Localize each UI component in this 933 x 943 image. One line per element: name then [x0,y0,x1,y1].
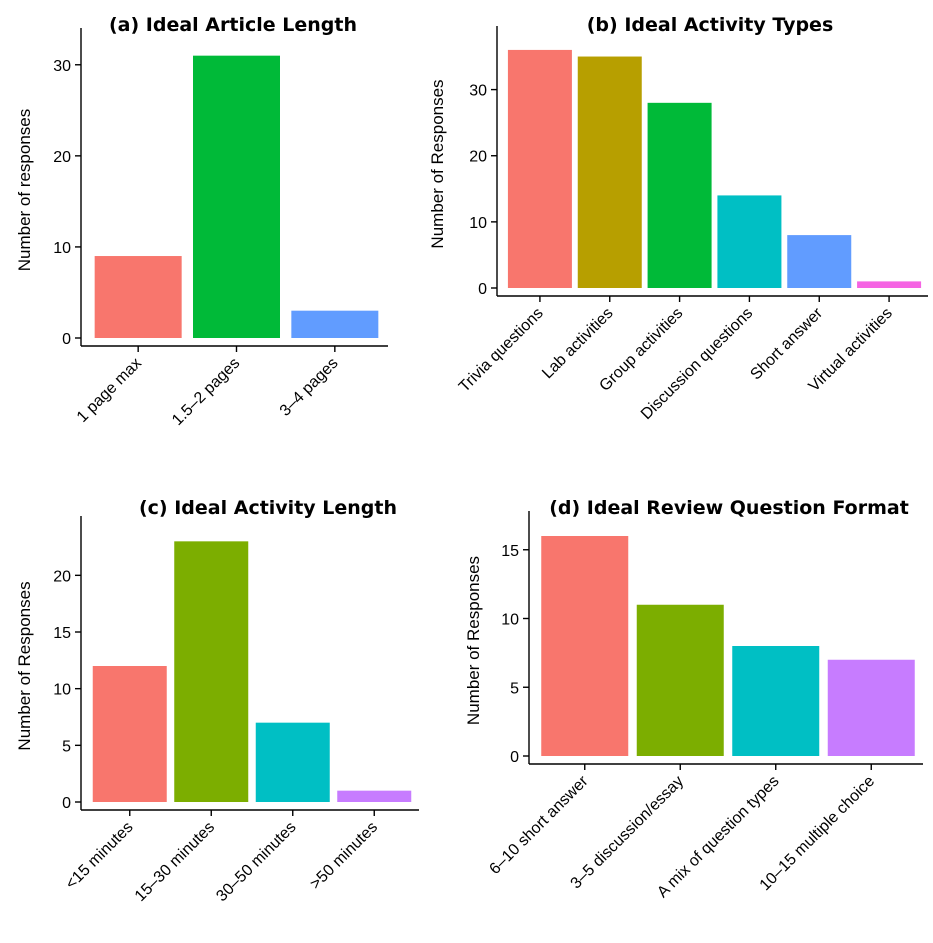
panel-b-bar-virtual-activities [857,281,922,288]
panel-c-title: (c) Ideal Activity Length [139,497,397,519]
panel-d-y-tick-label-10: 10 [501,612,519,629]
panel-d-bar-10-15-multiple-choice [827,659,915,756]
panel-a-x-tick-label-1-page-max: 1 page max [74,355,145,426]
panel-c-bar-15-30-minutes [174,541,249,802]
panel-c-y-tick-label-15: 15 [53,625,71,642]
panel-c-y-tick-label-20: 20 [53,568,71,585]
panel-b-y-tick-label-10: 10 [469,215,487,232]
panel-d-y-tick-label-0: 0 [510,749,519,766]
panel-b-y-axis-title: Number of Responses [428,79,447,248]
panel-c-x-tick-label-15-30-minutes: 15–30 minutes [132,819,218,905]
panel-c-x-tick-label-lt-15-minutes: <15 minutes [63,819,137,893]
panel-b-bar-discussion-questions [717,195,782,288]
panel-d-x-tick-label-6-10-short-answer: 6–10 short answer [486,772,592,878]
panel-b-y-tick-label-0: 0 [478,281,487,298]
panel-d-y-axis-title: Number of Responses [464,556,483,725]
panel-a-y-tick-label-10: 10 [53,240,71,257]
panel-a-y-axis-title: Number of responses [15,109,34,272]
panel-b-y-tick-label-30: 30 [469,83,487,100]
panel-c-y-axis-title: Number of Responses [15,581,34,750]
panel-d-bar-6-10-short-answer [541,536,629,756]
panel-c-bar-gt-50-minutes [337,790,412,802]
panel-b-x-tick-label-lab-activities: Lab activities [539,305,616,382]
panel-d-bar-3-5-discussion-essay [636,604,724,756]
panel-b-y-tick-label-20: 20 [469,149,487,166]
panel-a-y-tick-label-20: 20 [53,149,71,166]
panel-a-y-tick-label-0: 0 [62,331,71,348]
panel-c-y-tick-label-0: 0 [62,795,71,812]
panel-a-x-tick-label-1-5-2-pages: 1.5–2 pages [169,355,243,429]
panel-d-bar-a-mix-of-question-types [732,646,820,756]
panel-b-bar-trivia-questions [507,49,572,288]
panel-d-y-tick-label-15: 15 [501,543,519,560]
panel-c: (c) Ideal Activity Length Number of Respo… [15,497,419,905]
panel-a-bar-1-5-2-pages [193,55,280,339]
panel-b-bar-lab-activities [577,56,642,289]
panel-b-title: (b) Ideal Activity Types [587,14,834,36]
panel-a-title: (a) Ideal Article Length [109,14,357,36]
panel-d: (d) Ideal Review Question Format Number o… [464,497,923,901]
panel-b-x-tick-label-trivia-questions: Trivia questions [456,305,547,396]
panel-c-y-tick-label-10: 10 [53,682,71,699]
panel-b: (b) Ideal Activity Types Number of Respon… [428,14,928,423]
panel-c-bar-30-50-minutes [255,722,330,802]
panel-c-x-tick-label-30-50-minutes: 30–50 minutes [213,819,299,905]
panel-a-bar-1-page-max [94,256,182,338]
panel-d-title: (d) Ideal Review Question Format [549,497,909,519]
panel-d-y-tick-label-5: 5 [510,680,519,697]
panel-c-x-tick-label-gt-50-minutes: >50 minutes [307,819,381,893]
panel-c-bar-lt-15-minutes [92,666,167,802]
panel-b-x-tick-label-short-answer: Short answer [747,304,826,383]
panel-a-bar-3-4-pages [291,310,379,338]
panel-a: (a) Ideal Article Length Number of respon… [15,14,388,429]
panel-b-bar-short-answer [787,235,852,288]
panel-a-x-tick-label-3-4-pages: 3–4 pages [277,355,342,420]
panel-b-bar-group-activities [647,102,712,289]
panel-c-y-tick-label-5: 5 [62,738,71,755]
panel-a-y-tick-label-30: 30 [53,58,71,75]
